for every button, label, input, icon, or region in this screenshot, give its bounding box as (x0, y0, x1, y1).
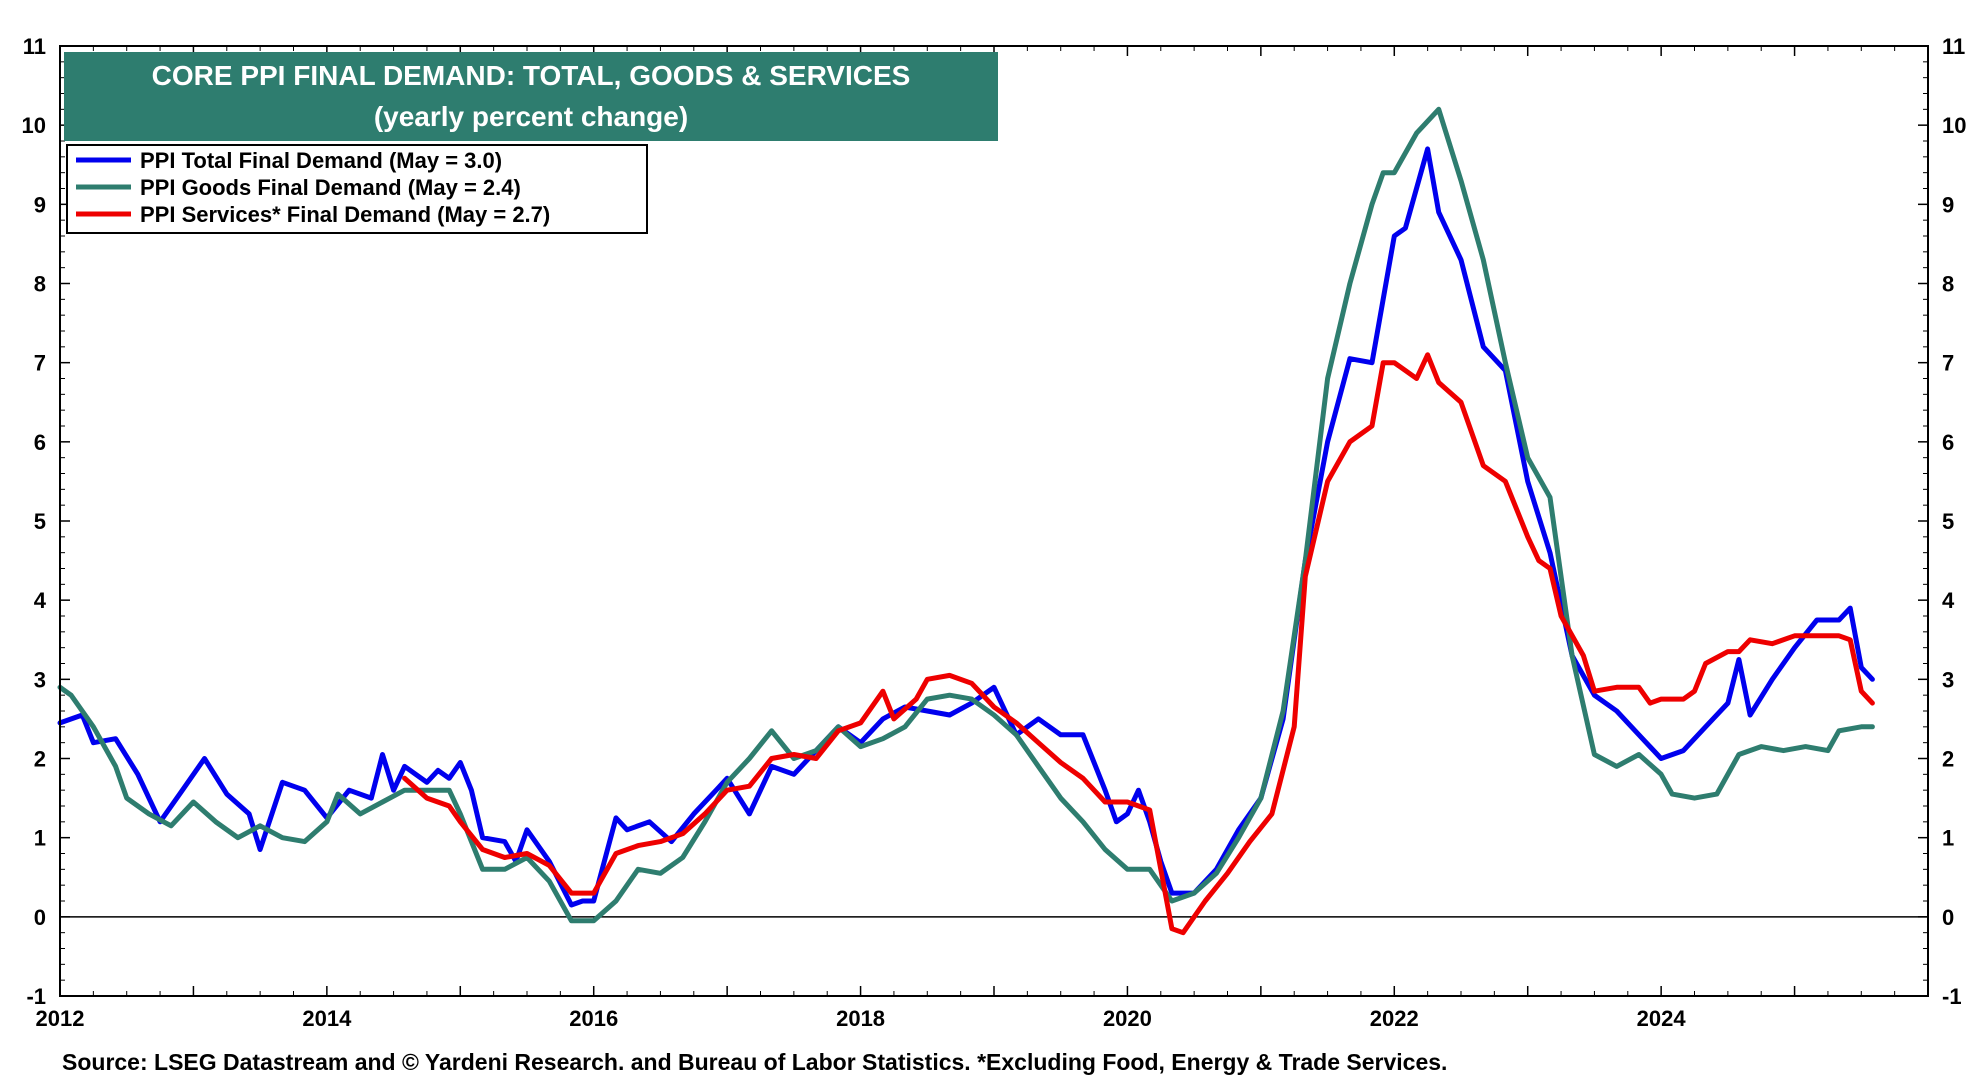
x-tick-label: 2018 (836, 1006, 885, 1031)
legend-label-goods: PPI Goods Final Demand (May = 2.4) (140, 175, 521, 200)
legend-label-services: PPI Services* Final Demand (May = 2.7) (140, 202, 550, 227)
y-tick-label-left: 1 (34, 826, 46, 851)
legend-box (66, 144, 648, 234)
y-tick-label-left: 8 (34, 272, 46, 297)
source-note: Source: LSEG Datastream and © Yardeni Re… (62, 1049, 1447, 1075)
y-tick-label-left: 10 (22, 113, 46, 138)
y-tick-label-right: 1 (1942, 826, 1954, 851)
y-tick-label-right: 3 (1942, 667, 1954, 692)
y-tick-label-right: 10 (1942, 113, 1966, 138)
legend: PPI Total Final Demand (May = 3.0) PPI G… (66, 144, 648, 234)
y-tick-label-left: 7 (34, 351, 46, 376)
y-tick-label-right: 11 (1942, 34, 1965, 59)
x-tick-label: 2016 (569, 1006, 618, 1031)
y-tick-label-right: 0 (1942, 905, 1954, 930)
y-tick-label-left: 6 (34, 430, 46, 455)
chart-title: CORE PPI FINAL DEMAND: TOTAL, GOODS & SE… (152, 60, 911, 91)
y-tick-label-left: 5 (34, 509, 46, 534)
y-tick-label-right: 2 (1942, 747, 1954, 772)
y-tick-label-right: 4 (1942, 588, 1955, 613)
x-tick-label: 2020 (1103, 1006, 1152, 1031)
y-tick-label-left: 2 (34, 747, 46, 772)
y-tick-label-left: -1 (26, 984, 46, 1009)
chart-subtitle: (yearly percent change) (374, 101, 688, 132)
x-tick-label: 2024 (1637, 1006, 1687, 1031)
y-tick-label-left: 11 (23, 34, 46, 59)
y-tick-label-right: 9 (1942, 192, 1954, 217)
series-layer (57, 106, 1875, 936)
y-tick-label-right: 8 (1942, 272, 1954, 297)
y-tick-label-left: 4 (34, 588, 47, 613)
series-line-2 (402, 352, 1875, 936)
y-tick-label-right: -1 (1942, 984, 1962, 1009)
title-box: CORE PPI FINAL DEMAND: TOTAL, GOODS & SE… (64, 52, 998, 141)
y-tick-label-left: 3 (34, 667, 46, 692)
legend-label-total: PPI Total Final Demand (May = 3.0) (140, 148, 502, 173)
y-tick-label-right: 7 (1942, 351, 1954, 376)
title-box-background (64, 52, 998, 141)
y-tick-label-right: 6 (1942, 430, 1954, 455)
y-tick-label-left: 0 (34, 905, 46, 930)
x-tick-label: 2012 (36, 1006, 85, 1031)
x-tick-label: 2014 (302, 1006, 352, 1031)
series-line-1 (57, 106, 1875, 924)
y-tick-label-left: 9 (34, 192, 46, 217)
x-tick-label: 2022 (1370, 1006, 1419, 1031)
y-tick-label-right: 5 (1942, 509, 1954, 534)
